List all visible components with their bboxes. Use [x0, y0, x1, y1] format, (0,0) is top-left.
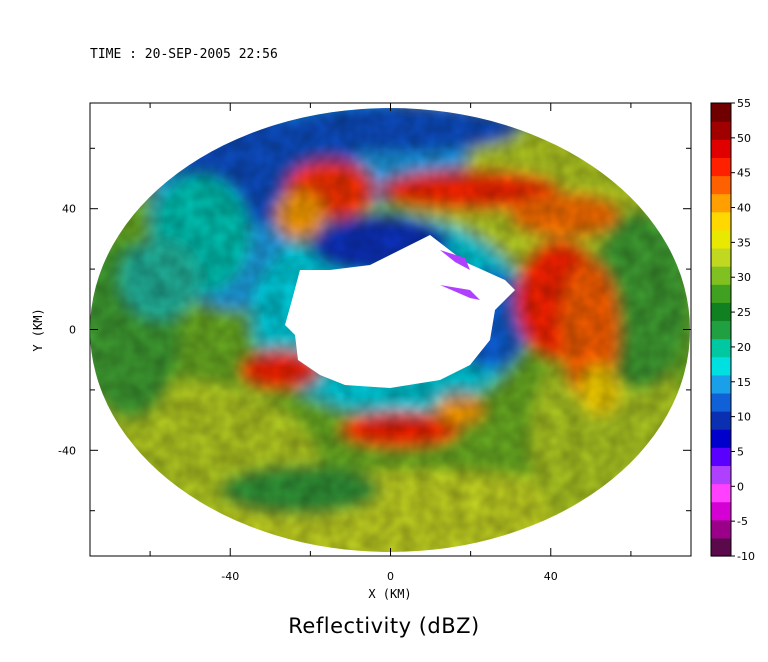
colorbar-swatch: [711, 356, 731, 376]
colorbar-swatch: [711, 175, 731, 195]
colorbar-swatch: [711, 519, 731, 539]
colorbar-swatch: [711, 103, 731, 122]
colorbar-swatch: [711, 447, 731, 466]
colorbar-swatch: [711, 429, 731, 448]
colorbar-swatch: [711, 266, 731, 285]
colorbar-swatch: [711, 193, 731, 213]
colorbar-frame: [710, 102, 732, 557]
colorbar-swatch: [711, 157, 731, 177]
colorbar-tick-label: -10: [737, 550, 755, 563]
colorbar-tick-label: 50: [737, 132, 751, 145]
colorbar-tick-label: 5: [737, 445, 744, 458]
y-tick-label: 40: [62, 203, 76, 216]
colorbar-tick-label: 0: [737, 480, 744, 493]
colorbar-tick-label: 10: [737, 411, 751, 424]
x-axis: -40 0 40: [149, 103, 632, 583]
colorbar-tick-label: -5: [737, 515, 748, 528]
no-data-region: [285, 235, 515, 388]
colorbar-swatch: [711, 247, 731, 267]
colorbar-tick-label: 25: [737, 306, 751, 319]
colorbar-swatch: [711, 211, 731, 231]
colorbar-swatch: [711, 121, 731, 140]
colorbar-swatch: [711, 284, 731, 303]
x-axis-label: X (KM): [368, 587, 411, 601]
colorbar-tick-label: 40: [737, 202, 751, 215]
colorbar-swatch: [711, 374, 731, 394]
colorbar-swatch: [711, 320, 731, 340]
colorbar-swatch: [711, 501, 731, 521]
colorbar-tick-label: 55: [737, 97, 751, 110]
x-tick-label: 40: [544, 570, 558, 583]
colorbar-swatch: [711, 338, 731, 358]
time-label: TIME : 20-SEP-2005 22:56: [90, 47, 278, 62]
colorbar-swatch: [711, 392, 731, 412]
y-tick-label: 0: [69, 324, 76, 337]
colorbar-swatch: [711, 483, 731, 503]
colorbar-swatch: [711, 411, 731, 430]
x-tick-label: 0: [387, 570, 394, 583]
y-axis-label: Y (KM): [31, 308, 45, 351]
colorbar-tick-label: 45: [737, 167, 751, 180]
colorbar-swatch: [711, 537, 731, 557]
colorbar-tick-label: 35: [737, 236, 751, 249]
y-axis: 40 0 -40: [58, 147, 691, 512]
colorbar-swatch: [711, 229, 731, 249]
colorbar-swatch: [711, 302, 731, 322]
colorbar-tick-label: 20: [737, 341, 751, 354]
chart-title: Reflectivity (dBZ): [288, 614, 480, 638]
colorbar-swatch: [711, 465, 731, 485]
colorbar-tick-label: 15: [737, 376, 751, 389]
y-tick-label: -40: [58, 444, 76, 457]
x-tick-label: -40: [221, 570, 239, 583]
colorbar-swatch: [711, 139, 731, 158]
colorbar-tick-label: 30: [737, 271, 751, 284]
